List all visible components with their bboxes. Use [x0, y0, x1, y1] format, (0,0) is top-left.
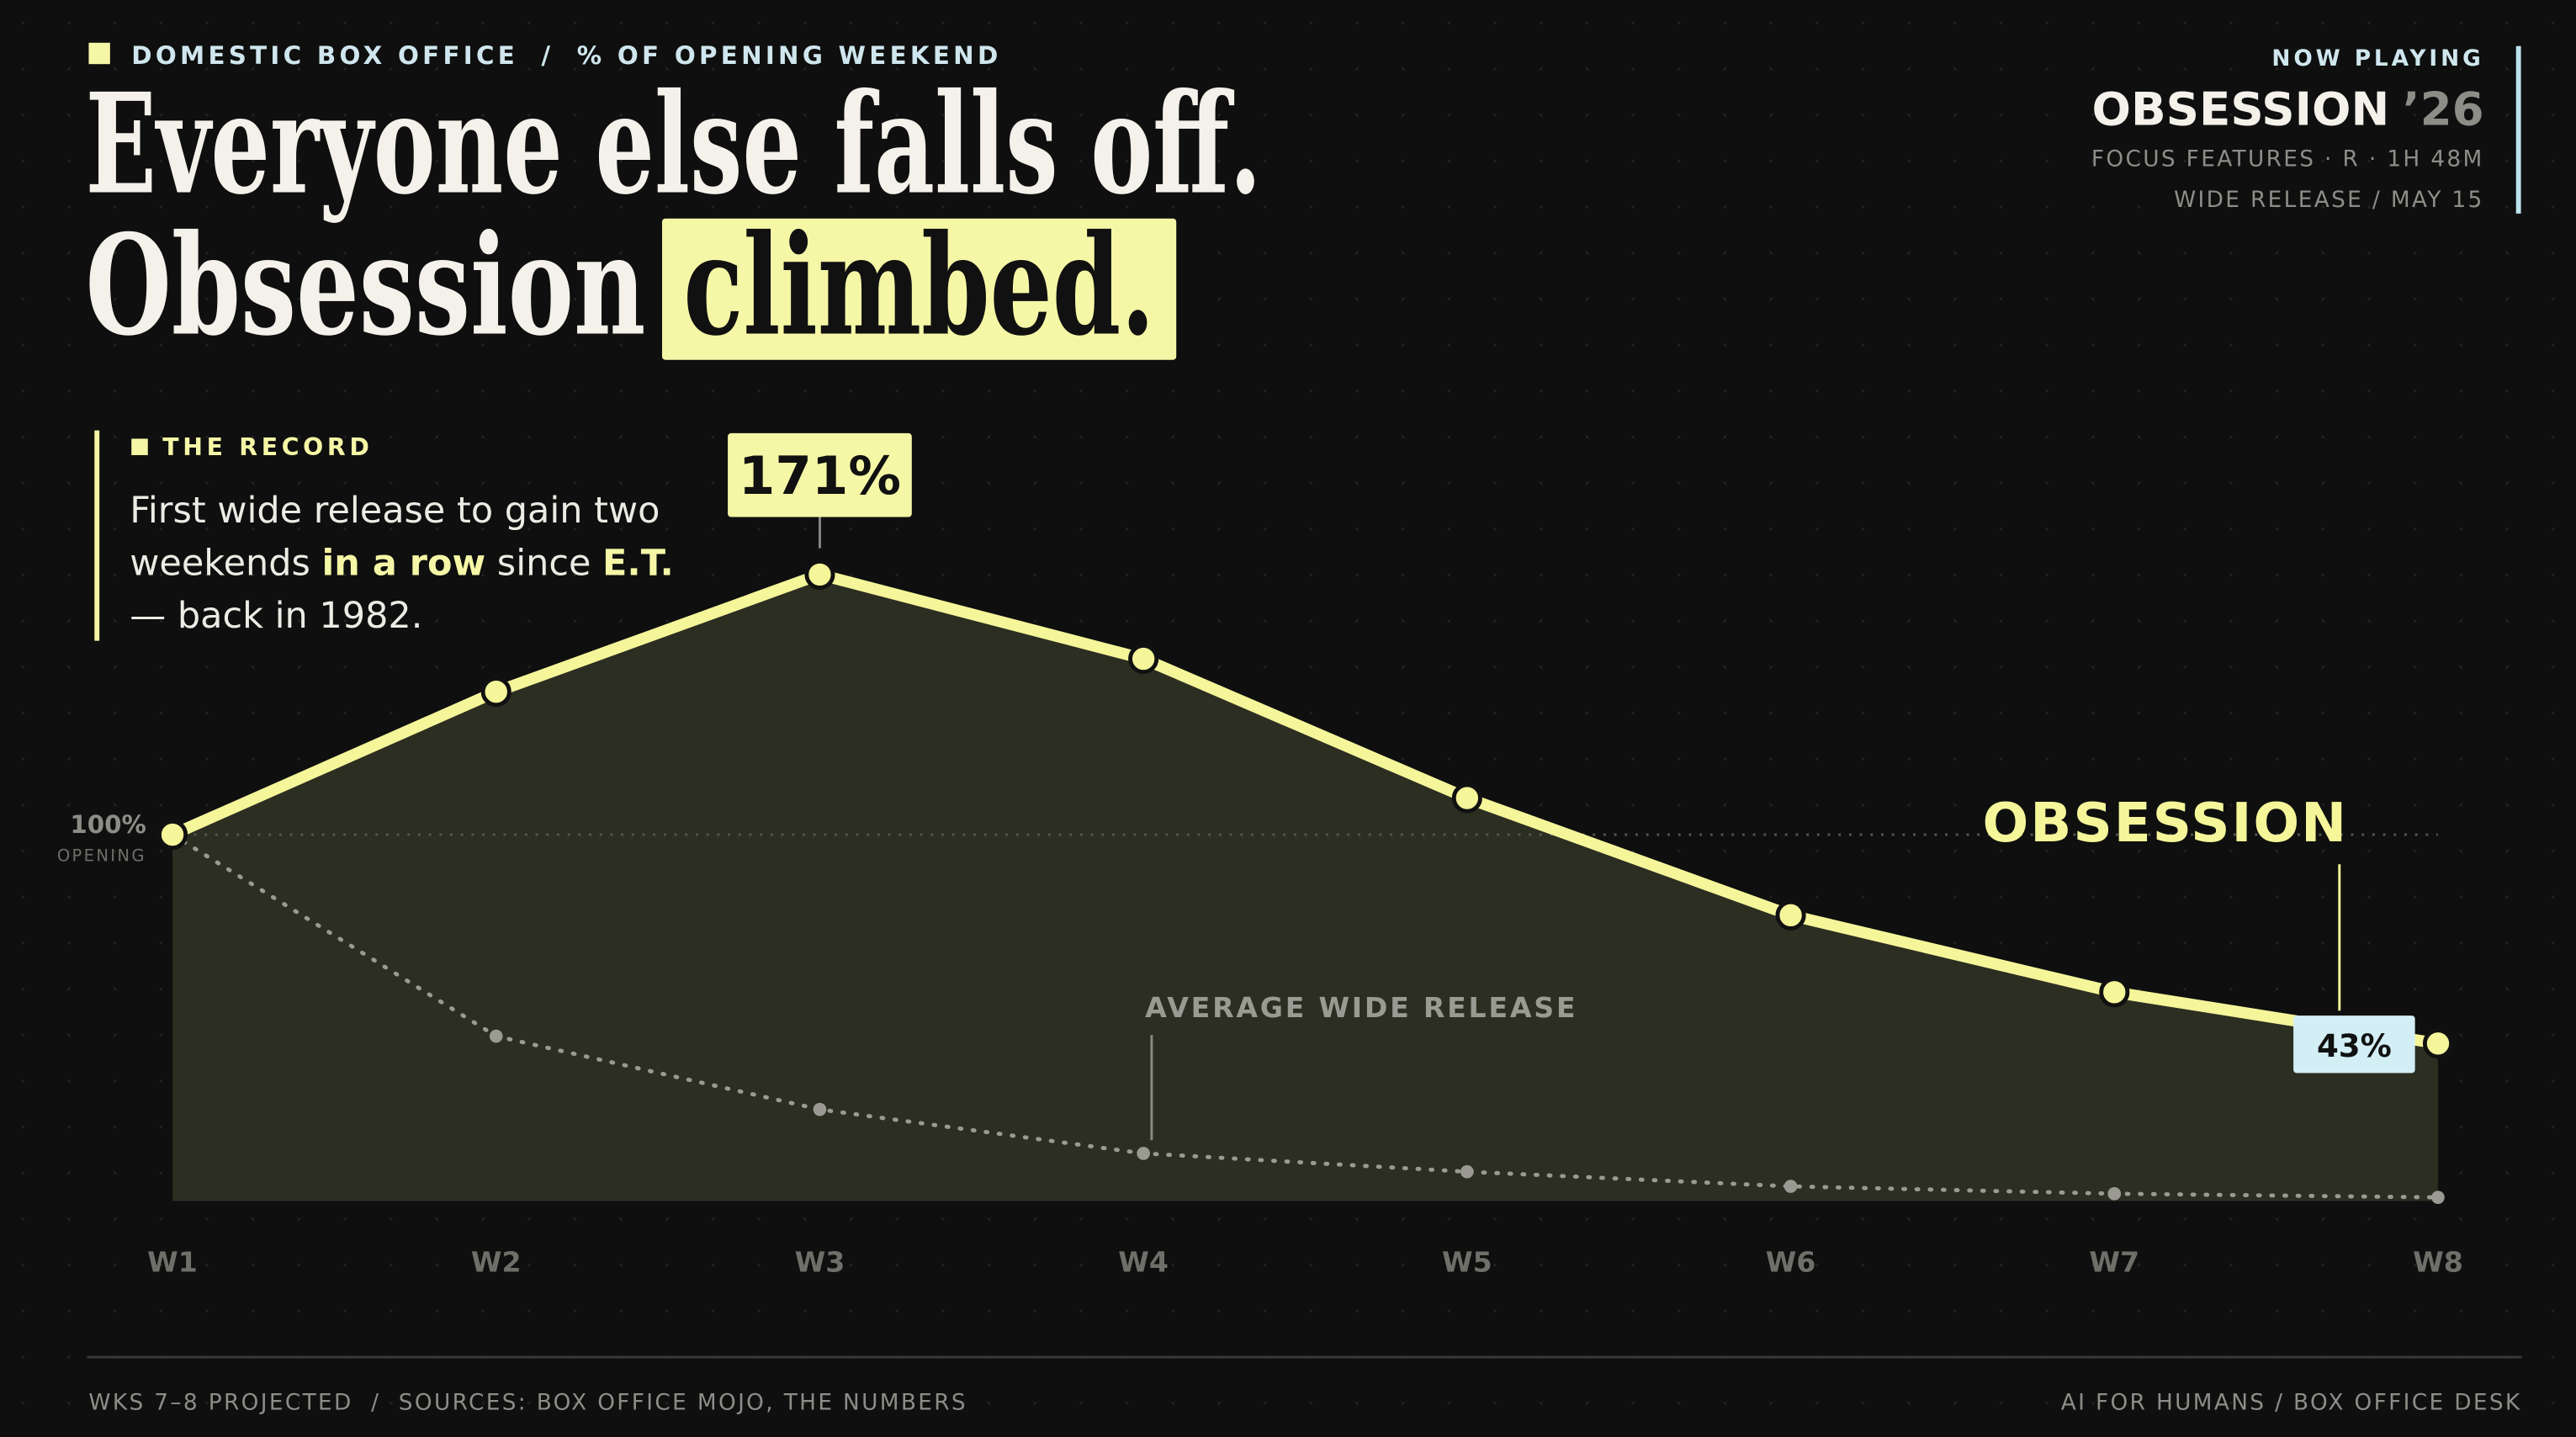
point [2107, 1187, 2122, 1201]
now-playing-title: OBSESSION ’26 [2092, 82, 2484, 135]
value-label: 171% [739, 445, 901, 506]
record-text: weekends [130, 543, 310, 585]
record-square [131, 438, 148, 455]
record-emph: E.T. [602, 543, 674, 585]
now-playing-release: WIDE RELEASE / MAY 15 [2174, 188, 2483, 213]
x-tick-label: W6 [1766, 1246, 1816, 1279]
point [2431, 1190, 2445, 1204]
kicker-sep: / [541, 41, 554, 70]
plot: 100% OPENING 171% 43% OBSESSION AVERAGE WIDE … [57, 432, 2463, 1279]
point [813, 1102, 827, 1116]
y-tick-label: 100% [70, 810, 146, 839]
record-line: weekends in a row since E.T. [130, 543, 674, 585]
x-tick-label: W5 [1442, 1246, 1492, 1279]
point [2099, 977, 2130, 1008]
x-tick-label: W8 [2413, 1246, 2463, 1279]
x-tick-label: W7 [2089, 1246, 2139, 1279]
x-tick-label: W3 [795, 1246, 845, 1279]
series-label: AVERAGE WIDE RELEASE [1145, 991, 1577, 1024]
kicker-text: DOMESTIC BOX OFFICE [131, 41, 518, 70]
point [156, 819, 188, 851]
kicker: DOMESTIC BOX OFFICE / % OF OPENING WEEKEND [131, 41, 1001, 70]
now-playing-meta: FOCUS FEATURES · R · 1H 48M [2091, 146, 2484, 172]
title-line: Obsession [86, 204, 646, 366]
title-highlight [661, 218, 1177, 360]
record-line: — back in 1982. [130, 595, 422, 637]
value-label-box [728, 432, 912, 517]
series-line [170, 832, 2441, 1200]
record-emph: in a row [322, 543, 486, 585]
point [1137, 1147, 1150, 1160]
x-tick-label: W4 [1118, 1246, 1169, 1279]
value-label-box [2293, 1015, 2415, 1074]
point [480, 676, 511, 708]
record-line: First wide release to gain two [130, 490, 660, 532]
point [1784, 1180, 1798, 1193]
x-tick-label: W2 [471, 1246, 522, 1279]
point [489, 1029, 503, 1043]
title-line: Everyone else falls off. [86, 63, 1262, 225]
point [1460, 1164, 1474, 1179]
point [804, 559, 835, 590]
point [1128, 643, 1159, 675]
kicker-square [88, 42, 110, 65]
film-year: ’26 [2403, 82, 2484, 135]
y-tick-sublabel: OPENING [57, 846, 146, 865]
point [1775, 899, 1806, 931]
kicker-sub: % OF OPENING WEEKEND [577, 41, 1002, 70]
title-highlight-text: climbed. [683, 204, 1154, 366]
x-tick-label: W1 [147, 1246, 198, 1279]
film-name: OBSESSION [2092, 82, 2390, 135]
area-fill [172, 574, 2438, 1201]
record-text: since [497, 543, 591, 585]
now-playing-label: NOW PLAYING [2271, 46, 2483, 72]
point [1451, 782, 1482, 814]
footer-left: WKS 7–8 PROJECTED / SOURCES: BOX OFFICE … [88, 1391, 967, 1416]
series-line [170, 569, 2440, 1050]
value-label: 43% [2317, 1028, 2392, 1064]
footer-right: AI FOR HUMANS / BOX OFFICE DESK [2061, 1391, 2522, 1416]
point [2422, 1028, 2454, 1059]
record-label: THE RECORD [162, 433, 373, 461]
series-label: OBSESSION [1983, 792, 2349, 855]
